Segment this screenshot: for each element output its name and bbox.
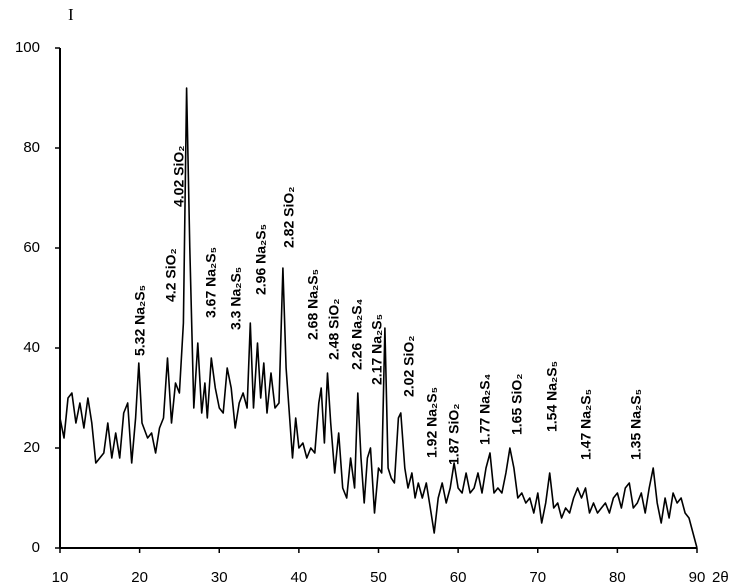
x-tick-label: 10 [52, 569, 69, 586]
peak-annotation: 2.17 Na₂S₅ [369, 314, 385, 385]
y-tick-label: 100 [15, 39, 40, 56]
x-tick-label: 50 [370, 569, 387, 586]
peak-annotation: 5.32 Na₂S₅ [132, 285, 148, 356]
peak-annotation: 3.67 Na₂S₅ [203, 247, 219, 318]
peak-annotation: 2.26 Na₂S₄ [349, 299, 365, 370]
x-axis-label: 2θ [712, 569, 729, 586]
peak-annotation: 1.47 Na₂S₅ [578, 389, 594, 460]
x-tick-label: 90 [689, 569, 706, 586]
x-tick-label: 20 [131, 569, 148, 586]
peak-annotation: 2.82 SiO₂ [281, 187, 297, 248]
peak-annotation: 2.48 SiO₂ [326, 299, 342, 360]
peak-annotation: 1.92 Na₂S₅ [424, 387, 440, 458]
peak-annotation: 1.54 Na₂S₅ [544, 361, 560, 432]
x-tick-label: 80 [609, 569, 626, 586]
peak-annotation: 4.02 SiO₂ [171, 146, 187, 207]
data-line [59, 87, 698, 549]
y-tick-label: 40 [23, 339, 40, 356]
x-tick-label: 70 [529, 569, 546, 586]
y-tick-label: 60 [23, 239, 40, 256]
peak-annotation: 2.02 SiO₂ [401, 336, 417, 397]
peak-annotation: 1.87 SiO₂ [446, 404, 462, 465]
x-tick-label: 60 [450, 569, 467, 586]
peak-annotation: 1.65 SiO₂ [509, 374, 525, 435]
peak-annotation: 1.35 Na₂S₅ [628, 389, 644, 460]
y-tick-label: 0 [32, 539, 40, 556]
peak-annotation: 2.68 Na₂S₅ [305, 269, 321, 340]
y-tick-label: 20 [23, 439, 40, 456]
x-tick-label: 40 [291, 569, 308, 586]
peak-annotation: 1.77 Na₂S₄ [477, 374, 493, 445]
peak-annotation: 3.3 Na₂S₅ [228, 267, 244, 330]
x-tick-label: 30 [211, 569, 228, 586]
y-tick-label: 80 [23, 139, 40, 156]
peak-annotation: 2.96 Na₂S₅ [253, 224, 269, 295]
peak-annotation: 4.2 SiO₂ [163, 248, 179, 302]
y-axis-label: I [68, 5, 74, 24]
